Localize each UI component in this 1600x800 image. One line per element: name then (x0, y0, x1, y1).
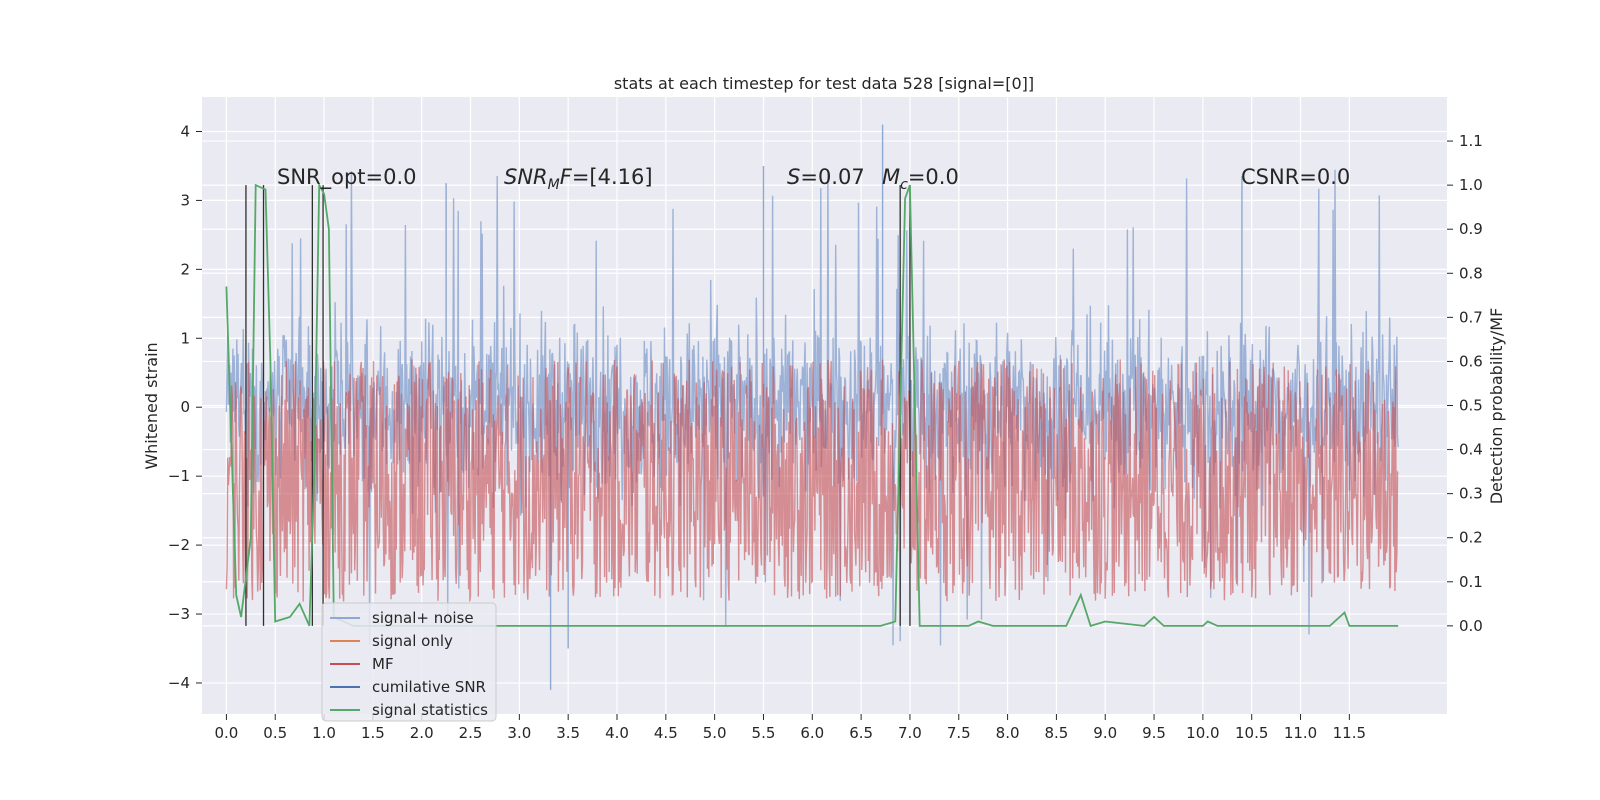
vertical-markers (245, 185, 911, 626)
x-tick-label: 2.0 (410, 724, 434, 742)
axes: 0.0 0.5 1.0 1.5 2.0 2.5 3.0 3.5 4.0 4.5 5.0 5.5 6.0 6… (168, 122, 1483, 742)
legend-label-mf: MF (372, 655, 394, 673)
x-tick-label: 10.0 (1186, 724, 1219, 742)
x-tick-label: 9.0 (1093, 724, 1117, 742)
y2-axis-label: Detection probability/MF (1487, 308, 1506, 505)
x-tick-label: 5.5 (752, 724, 776, 742)
y-tick-label: 2 (180, 260, 190, 278)
series-mf (225, 359, 1399, 602)
y-tick-label: 4 (180, 122, 190, 140)
legend-label-signal-noise: signal+ noise (372, 609, 474, 627)
x-tick-label: 1.0 (312, 724, 336, 742)
legend: signal+ noise signal only MF cumilative … (321, 602, 497, 722)
x-tick-label: 8.0 (996, 724, 1020, 742)
y2-tick-label: 0.1 (1459, 573, 1483, 591)
x-tick-label: 9.5 (1142, 724, 1166, 742)
annotation-mc: Mc=0.0 (882, 165, 959, 193)
x-tick-label: 3.0 (507, 724, 531, 742)
y-tick-label: 0 (180, 398, 190, 416)
x-tick-label: 8.5 (1044, 724, 1068, 742)
y2-tick-label: 0.4 (1459, 441, 1483, 459)
x-tick-label: 6.0 (800, 724, 824, 742)
x-tick-label: 7.5 (947, 724, 971, 742)
series-signal-statistics (225, 181, 1399, 628)
y2-tick-label: 0.2 (1459, 529, 1483, 547)
legend-label-cumulative-snr: cumilative SNR (372, 678, 486, 696)
x-tick-label: 7.0 (898, 724, 922, 742)
signal-statistics-line (225, 181, 1399, 628)
y-tick-label: −3 (168, 605, 190, 623)
y-tick-label: −4 (168, 674, 190, 692)
y2-tick-label: 0.5 (1459, 397, 1483, 415)
y-tick-label: −1 (168, 467, 190, 485)
y2-tick-label: 0.3 (1459, 485, 1483, 503)
x-tick-label: 0.5 (263, 724, 287, 742)
mf-line (225, 359, 1399, 602)
x-tick-label: 11.0 (1284, 724, 1317, 742)
y2-tick-label: 0.6 (1459, 352, 1483, 370)
chart-title: stats at each timestep for test data 528… (614, 74, 1034, 93)
y2-tick-label: 1.0 (1459, 176, 1483, 194)
annotation-snr-opt: SNR_opt=0.0 (277, 165, 417, 190)
y2-tick-label: 0.8 (1459, 264, 1483, 282)
x-tick-label: 11.5 (1333, 724, 1366, 742)
legend-label-signal-statistics: signal statistics (372, 701, 488, 719)
x-tick-label: 2.5 (459, 724, 483, 742)
x-tick-label: 5.0 (703, 724, 727, 742)
x-tick-label: 3.5 (556, 724, 580, 742)
legend-box (321, 602, 497, 722)
x-tick-label: 6.5 (849, 724, 873, 742)
y-tick-label: 1 (180, 329, 190, 347)
x-tick-label: 4.0 (605, 724, 629, 742)
annotation-s: S=0.07 (787, 165, 865, 189)
y-tick-label: 3 (180, 191, 190, 209)
y-tick-label: −2 (168, 536, 190, 554)
annotation-csnr: CSNR=0.0 (1241, 165, 1350, 189)
x-tick-label: 1.5 (361, 724, 385, 742)
y2-tick-label: 1.1 (1459, 132, 1483, 150)
legend-label-signal-only: signal only (372, 632, 453, 650)
y2-tick-label: 0.7 (1459, 308, 1483, 326)
x-tick-label: 0.0 (214, 724, 238, 742)
y-axis-label: Whitened strain (142, 342, 161, 469)
annotation-snr-mf: SNRMF=[4.16] (504, 165, 653, 193)
x-tick-label: 10.5 (1235, 724, 1268, 742)
y2-tick-label: 0.0 (1459, 617, 1483, 635)
y2-tick-label: 0.9 (1459, 220, 1483, 238)
x-tick-label: 4.5 (654, 724, 678, 742)
